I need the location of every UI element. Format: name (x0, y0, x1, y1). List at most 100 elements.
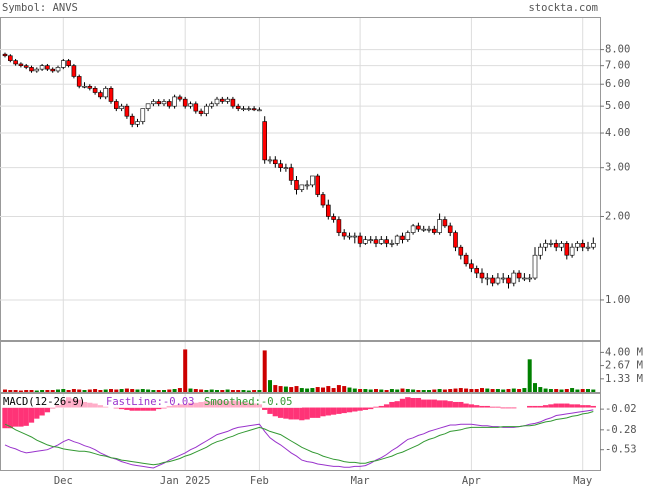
candle-body (559, 243, 564, 248)
macd-histogram-bar (156, 407, 162, 410)
candle-body (310, 175, 315, 186)
candle-body (167, 101, 172, 107)
candle-body (315, 175, 321, 195)
candle-body (511, 272, 517, 284)
candle-body (257, 109, 262, 112)
candle-body (590, 243, 596, 248)
candle-body (458, 246, 464, 256)
macd-histogram-bar (293, 407, 300, 420)
candle-body (580, 243, 586, 248)
candle-body (384, 239, 389, 244)
candle-body (87, 85, 93, 89)
candle-body (71, 65, 77, 77)
macd-title: MACD(12-26-9) (3, 396, 85, 408)
macd-histogram-bar (542, 405, 549, 408)
volume-bar (82, 390, 87, 392)
candle-body (220, 98, 225, 102)
y-tick-label: -0.02 (605, 403, 637, 415)
candle-body (400, 235, 405, 240)
candle-body (18, 63, 24, 66)
macd-histogram-bar (304, 407, 310, 420)
volume-bar (8, 390, 13, 392)
volume-bar (495, 389, 500, 392)
macd-histogram-bar (399, 398, 406, 408)
volume-bar (411, 389, 416, 392)
volume-bar (209, 389, 214, 392)
y-tick-label: 5.00 (605, 100, 630, 112)
candle-body (8, 55, 13, 61)
volume-bar (389, 389, 394, 392)
candle-body (336, 219, 342, 233)
candle-body (246, 108, 252, 110)
candle-body (29, 67, 34, 72)
y-tick-label: 2.00 (605, 210, 630, 222)
volume-bar (66, 390, 71, 392)
x-tick-label: Apr (462, 475, 481, 486)
volume-bar (236, 390, 241, 392)
macd-line (4, 409, 594, 469)
volume-bar (252, 390, 257, 392)
x-tick-label: May (573, 475, 592, 486)
volume-frame (0, 341, 601, 393)
volume-bar (448, 389, 453, 392)
candle-body (209, 103, 214, 107)
candle-body (575, 243, 580, 248)
volume-bar (326, 386, 331, 392)
candle-body (60, 60, 66, 68)
candle-body (479, 272, 485, 279)
volume-bar (474, 389, 479, 392)
candle-body (506, 277, 511, 284)
volume-bar (384, 390, 389, 392)
volume-bar (71, 389, 76, 392)
volume-bar (24, 390, 29, 392)
volume-bar (374, 389, 378, 392)
volume-bar (34, 390, 39, 392)
candle-body (410, 225, 416, 233)
volume-bar (278, 386, 283, 392)
candle-body (119, 105, 124, 109)
macd-histogram-bar (44, 407, 51, 413)
candle-body (548, 243, 554, 245)
macd-histogram-bar (532, 405, 538, 408)
symbol: Symbol: ANVS (2, 2, 78, 14)
volume-bar (124, 388, 129, 392)
candle-body (241, 108, 246, 110)
candle-body (416, 225, 421, 230)
candle-body (98, 92, 103, 98)
volume-bar (230, 390, 235, 392)
candle-body (437, 219, 442, 233)
macd-histogram-bar (23, 407, 29, 426)
volume-bar (289, 387, 294, 392)
macd-histogram-bar (140, 407, 146, 411)
candle-body (527, 277, 533, 280)
candle-body (463, 254, 469, 265)
legend-bg (2, 396, 302, 408)
candle-body (347, 235, 352, 238)
volume-bar (40, 390, 45, 392)
macd-histogram-bar (389, 401, 395, 408)
volume-bar (352, 388, 357, 392)
macd-histogram-bar (580, 405, 586, 408)
candle-body (225, 98, 230, 102)
candle-body (516, 272, 522, 279)
volume-bar (395, 389, 400, 392)
candle-body (283, 167, 289, 169)
candle-body (553, 243, 559, 248)
site: stockta.com (528, 2, 598, 14)
candle-body (320, 194, 326, 206)
macd-frame (0, 393, 601, 471)
volume-bar (453, 388, 458, 392)
candle-body (151, 101, 156, 105)
macd-histogram-bar (150, 407, 157, 411)
macd-histogram-bar (129, 407, 135, 411)
macd-histogram-bar (283, 407, 289, 419)
volume-bar (358, 389, 363, 392)
volume-bar (490, 389, 495, 392)
volume-bar (442, 389, 447, 392)
volume-bar (246, 390, 251, 392)
volume-bar (262, 350, 267, 392)
macd-histogram-bar (272, 407, 278, 417)
volume-bar (405, 389, 410, 392)
macd-histogram-bar (415, 397, 422, 408)
candle-body (204, 105, 209, 114)
